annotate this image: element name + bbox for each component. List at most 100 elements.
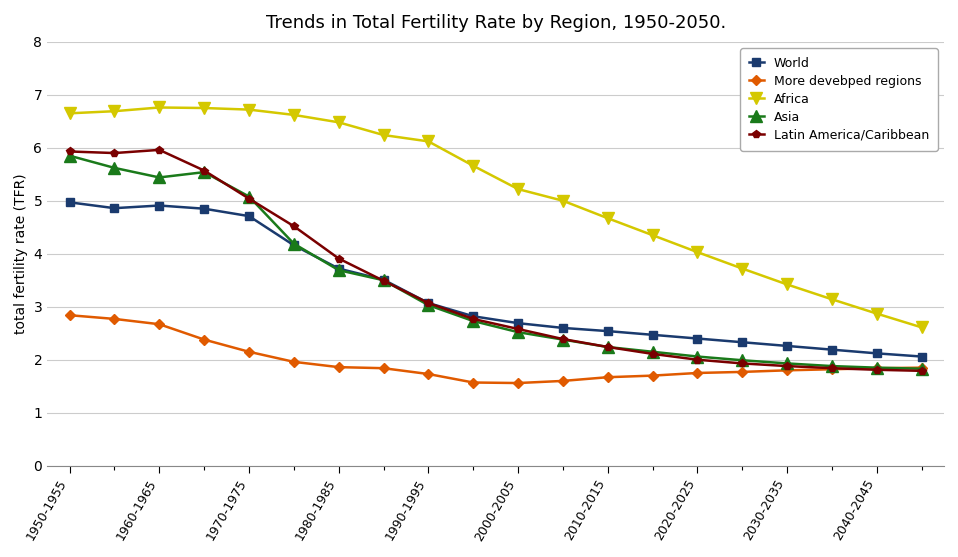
More devebped regions [513,380,524,387]
Africa [108,108,120,115]
Legend: World, More devebped regions, Africa, Asia, Latin America/Caribbean: World, More devebped regions, Africa, As… [741,48,938,150]
Africa [782,281,793,288]
World [782,343,793,349]
Asia [288,240,300,247]
Asia [198,169,210,175]
Latin America/Caribbean [871,367,882,373]
More devebped regions [916,364,927,371]
Line: Africa: Africa [63,101,928,334]
More devebped regions [333,364,345,370]
World [198,206,210,212]
Asia [826,363,837,369]
More devebped regions [826,366,837,373]
More devebped regions [737,369,748,375]
Latin America/Caribbean [737,360,748,367]
World [288,242,300,248]
Asia [647,349,658,355]
Line: More devebped regions: More devebped regions [66,312,925,387]
More devebped regions [243,349,255,355]
Asia [108,164,120,171]
Africa [692,249,703,256]
Latin America/Caribbean [782,363,793,369]
More devebped regions [782,367,793,374]
More devebped regions [64,312,76,319]
Asia [333,267,345,273]
Latin America/Caribbean [558,336,569,343]
Title: Trends in Total Fertility Rate by Region, 1950-2050.: Trends in Total Fertility Rate by Region… [265,14,726,32]
Line: World: World [65,198,925,361]
Asia [153,174,165,181]
World [153,202,165,209]
World [558,325,569,331]
Y-axis label: total fertility rate (TFR): total fertility rate (TFR) [13,173,28,334]
Africa [198,105,210,111]
World [243,213,255,219]
Africa [377,131,389,138]
Asia [64,153,76,159]
Latin America/Caribbean [692,356,703,363]
More devebped regions [558,378,569,384]
Africa [153,104,165,111]
Latin America/Caribbean [826,365,837,372]
Latin America/Caribbean [513,326,524,333]
World [333,265,345,272]
Africa [602,215,613,222]
Asia [468,317,479,324]
Asia [422,302,434,309]
Asia [243,193,255,200]
Latin America/Caribbean [108,150,120,157]
Asia [692,353,703,360]
Latin America/Caribbean [64,148,76,155]
Africa [826,296,837,302]
More devebped regions [871,365,882,372]
More devebped regions [108,316,120,323]
Asia [558,336,569,343]
Asia [782,360,793,367]
Line: Latin America/Caribbean: Latin America/Caribbean [65,146,925,375]
Asia [737,357,748,364]
World [647,331,658,338]
More devebped regions [198,336,210,343]
Asia [602,344,613,350]
Africa [333,119,345,126]
World [602,328,613,334]
Latin America/Caribbean [153,146,165,153]
Africa [468,163,479,169]
More devebped regions [468,379,479,386]
Africa [243,106,255,113]
Latin America/Caribbean [198,167,210,174]
Asia [377,277,389,284]
Africa [513,185,524,192]
More devebped regions [377,365,389,372]
Latin America/Caribbean [468,316,479,323]
Africa [916,324,927,331]
More devebped regions [153,321,165,328]
World [422,300,434,306]
World [108,205,120,212]
Latin America/Caribbean [333,255,345,262]
Asia [871,364,882,371]
Asia [916,365,927,372]
World [468,313,479,320]
Africa [422,138,434,145]
Africa [64,110,76,116]
World [916,353,927,360]
World [64,199,76,206]
Africa [558,197,569,204]
World [377,276,389,283]
Africa [737,265,748,272]
World [826,346,837,353]
More devebped regions [692,370,703,377]
Latin America/Caribbean [916,368,927,374]
Latin America/Caribbean [377,277,389,284]
Asia [513,329,524,335]
Latin America/Caribbean [602,344,613,350]
Latin America/Caribbean [422,300,434,306]
Latin America/Caribbean [288,223,300,229]
Africa [647,232,658,238]
World [692,335,703,342]
More devebped regions [422,371,434,378]
Latin America/Caribbean [647,350,658,357]
Latin America/Caribbean [243,196,255,202]
World [513,320,524,326]
